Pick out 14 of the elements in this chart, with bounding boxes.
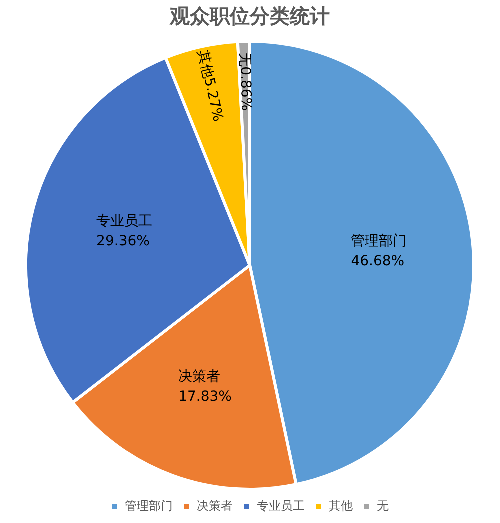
slice-label: 专业员工 [96, 213, 153, 230]
slice-label: 决策者 [178, 369, 221, 386]
slice-label: 管理部门 [351, 234, 408, 250]
chart-title: 观众职位分类统计 [169, 4, 330, 28]
legend-label: 无 [377, 499, 389, 514]
data-label: 46.68% [351, 254, 405, 270]
legend-label: 管理部门 [125, 499, 173, 514]
category-label: 无0.86% [236, 52, 254, 112]
data-label: 17.83% [178, 389, 232, 406]
category-label: 其他5.27% [194, 49, 226, 124]
legend-label: 专业员工 [257, 499, 305, 514]
legend-label: 决策者 [197, 499, 233, 514]
data-label: 29.36% [96, 233, 150, 250]
legend-label: 其他 [329, 499, 353, 514]
